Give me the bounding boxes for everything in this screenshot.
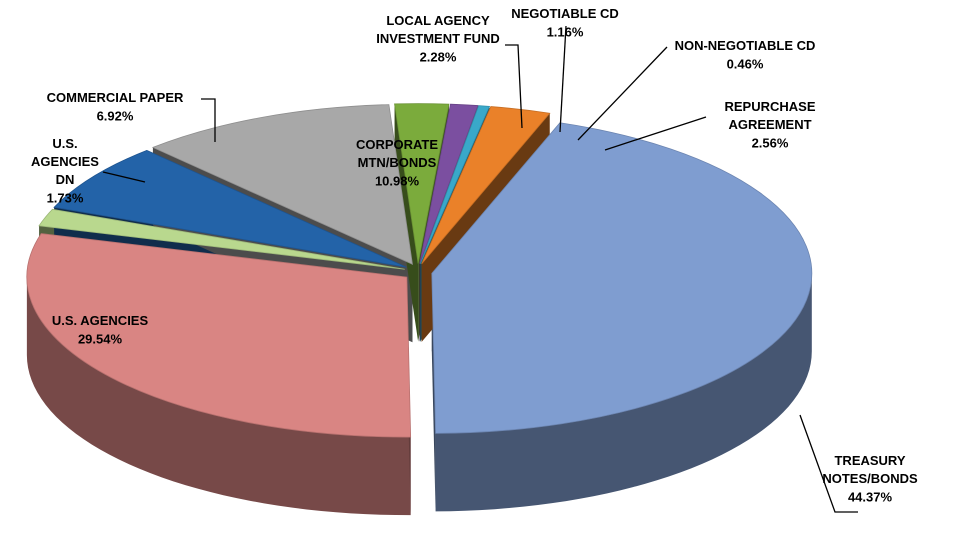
slice-side <box>431 273 436 512</box>
category-label: COMMERCIAL PAPER <box>47 90 184 105</box>
category-label: NON-NEGOTIABLE CD <box>675 38 816 53</box>
category-label-line: AGREEMENT <box>728 117 811 132</box>
value-label: 29.54% <box>78 331 123 346</box>
category-label-line: NON-NEGOTIABLE CD <box>675 38 816 53</box>
slice <box>53 149 407 268</box>
slice <box>394 103 450 264</box>
slice <box>38 208 405 270</box>
leader-line <box>505 44 523 129</box>
category-label: TREASURY NOTES/BONDS <box>822 453 918 486</box>
leader-line <box>604 116 707 151</box>
category-label-line: TREASURY <box>834 453 905 468</box>
category-label-line: NOTES/BONDS <box>822 471 918 486</box>
pie-tops <box>26 103 813 438</box>
value-label: 10.98% <box>375 173 420 188</box>
labels: TREASURY NOTES/BONDS 44.37% U.S. AGENCIES 29… <box>31 6 918 513</box>
value-label: 2.28% <box>420 49 457 64</box>
value-label: 0.46% <box>727 56 764 71</box>
category-label-line: AGENCIES <box>31 154 99 169</box>
category-label-line: REPURCHASE <box>724 99 815 114</box>
value-label: 6.92% <box>97 108 134 123</box>
value-label: 2.56% <box>752 135 789 150</box>
value-label: 1.73% <box>47 190 84 205</box>
slice <box>431 122 813 434</box>
leader-line <box>201 98 216 142</box>
leader-line <box>559 25 567 133</box>
value-label: 44.37% <box>848 489 893 504</box>
slice <box>419 103 479 264</box>
category-label: REPURCHASE AGREEMENT <box>724 99 815 132</box>
category-label-line: LOCAL AGENCY <box>386 13 490 28</box>
category-label: U.S. AGENCIES <box>52 313 149 328</box>
category-label-line: COMMERCIAL PAPER <box>47 90 184 105</box>
slice <box>419 105 491 264</box>
category-label-line: CORPORATE <box>356 137 438 152</box>
leader-line <box>102 171 146 183</box>
slice <box>151 104 413 265</box>
category-label: U.S. AGENCIES DN <box>31 136 99 187</box>
category-label-line: DN <box>56 172 75 187</box>
slice-wall <box>435 273 812 512</box>
slice-wall <box>26 277 411 516</box>
category-label-line: INVESTMENT FUND <box>376 31 500 46</box>
leader-line <box>799 414 858 513</box>
category-label-line: U.S. AGENCIES <box>52 313 149 328</box>
category-label: NEGOTIABLE CD <box>511 6 619 21</box>
category-label-line: NEGOTIABLE CD <box>511 6 619 21</box>
category-label: CORPORATE MTN/BONDS <box>356 137 438 170</box>
category-label-line: U.S. <box>52 136 77 151</box>
leader-line <box>577 46 668 141</box>
category-label: LOCAL AGENCY INVESTMENT FUND <box>376 13 500 46</box>
slice <box>26 233 412 438</box>
category-label-line: MTN/BONDS <box>358 155 437 170</box>
